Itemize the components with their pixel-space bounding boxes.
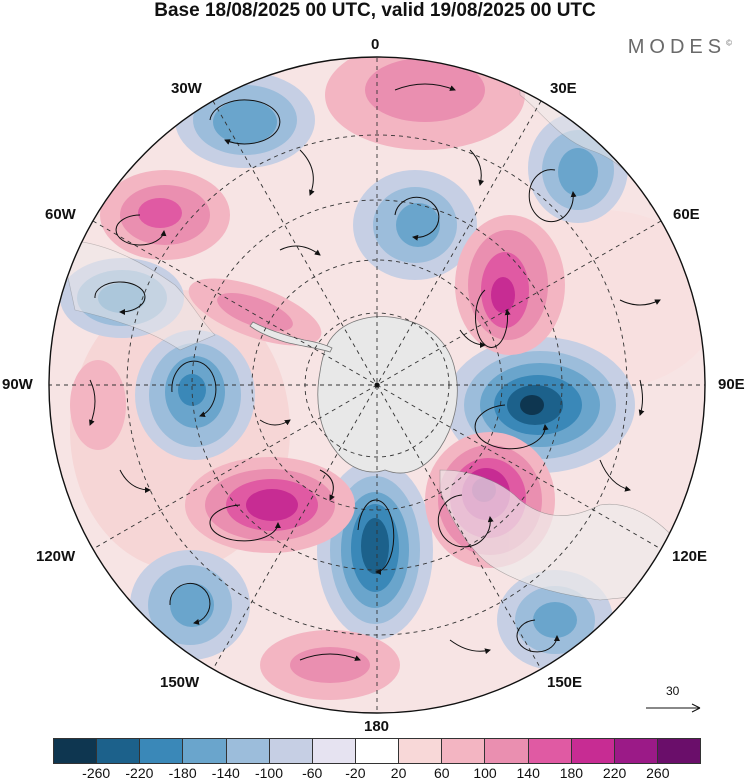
colorbar-tick-label: 140 [516, 765, 540, 781]
low-anomaly-90w [135, 330, 255, 460]
colorbar-tick-label: 260 [646, 765, 670, 781]
map-title: Base 18/08/2025 00 UTC, valid 19/08/2025… [154, 0, 596, 21]
lon-label-120e: 120E [672, 548, 708, 565]
colorbar-segment [54, 739, 98, 763]
reference-arrow-icon [646, 703, 701, 713]
reference-vector-value: 30 [666, 684, 680, 698]
colorbar-tick-label: -260 [82, 765, 111, 781]
low-anomaly-30w [175, 72, 315, 168]
lon-label-0: 0 [371, 36, 380, 53]
australia-coast [439, 469, 701, 601]
low-anomaly-150w [130, 550, 250, 660]
antarctic-peninsula [249, 321, 333, 353]
colorbar-tick-label: -60 [302, 765, 323, 781]
map-boundary [48, 56, 706, 714]
colorbar-segment [528, 739, 572, 763]
colorbar-tick-label: 100 [473, 765, 497, 781]
colorbar-segment [312, 739, 356, 763]
brand-mark: © [726, 38, 732, 48]
anomaly-field [49, 57, 705, 713]
colorbar-segment [614, 739, 658, 763]
colorbar-segment [657, 739, 701, 763]
modes-logo: MODES© [628, 36, 732, 59]
colorbar [53, 738, 701, 764]
colorbar-segment [97, 739, 141, 763]
lon-label-90e: 90E [718, 376, 745, 393]
lon-label-90w: 90W [2, 376, 33, 393]
high-anomaly-90w-outer [70, 360, 126, 450]
colorbar-segment [399, 739, 443, 763]
south-pole-marker [374, 382, 380, 388]
low-anomaly-center [353, 170, 477, 280]
colorbar-tick-label: 60 [434, 765, 450, 781]
high-anomaly-0 [325, 57, 525, 150]
colorbar-tick-label: -220 [125, 765, 154, 781]
colorbar-tick-label: -20 [345, 765, 366, 781]
high-anomaly-75w [188, 278, 322, 346]
lon-label-120w: 120W [36, 548, 76, 565]
lon-label-60w: 60W [45, 206, 76, 223]
colorbar-segment [442, 739, 486, 763]
antarctica-landmass [317, 316, 458, 474]
lon-label-60e: 60E [673, 206, 700, 223]
colorbar-tick-label: 20 [390, 765, 407, 781]
south-america-coast [59, 239, 216, 351]
colorbar-tick-label: -140 [211, 765, 240, 781]
reference-vector: 30 [644, 682, 706, 722]
lon-label-150e: 150E [547, 674, 583, 691]
colorbar-segment [355, 739, 400, 763]
colorbar-segment [485, 739, 529, 763]
high-anomaly-45e [455, 215, 565, 355]
colorbar-ticks: -260 -220 -180 -140 -100 -60 -20 20 60 100 140 180 2… [53, 765, 701, 783]
colorbar-tick-label: -100 [254, 765, 284, 781]
colorbar-segment [269, 739, 313, 763]
colorbar-tick-label: 220 [602, 765, 627, 781]
lon-label-30w: 30W [171, 80, 202, 97]
brand-text: MODES [627, 36, 727, 58]
colorbar-tick-label: -180 [168, 765, 197, 781]
colorbar-segment [226, 739, 270, 763]
lon-label-150w: 150W [160, 674, 200, 691]
colorbar-segment [183, 739, 227, 763]
high-anomaly-165w [260, 630, 400, 700]
colorbar-segment [571, 739, 615, 763]
high-anomaly-60w [100, 170, 230, 260]
colorbar-tick-label: 180 [559, 765, 584, 781]
lon-label-30e: 30E [550, 80, 577, 97]
colorbar-segment [140, 739, 184, 763]
lon-label-180: 180 [364, 718, 390, 735]
high-anomaly-135w [185, 457, 355, 553]
polar-map [48, 56, 706, 714]
